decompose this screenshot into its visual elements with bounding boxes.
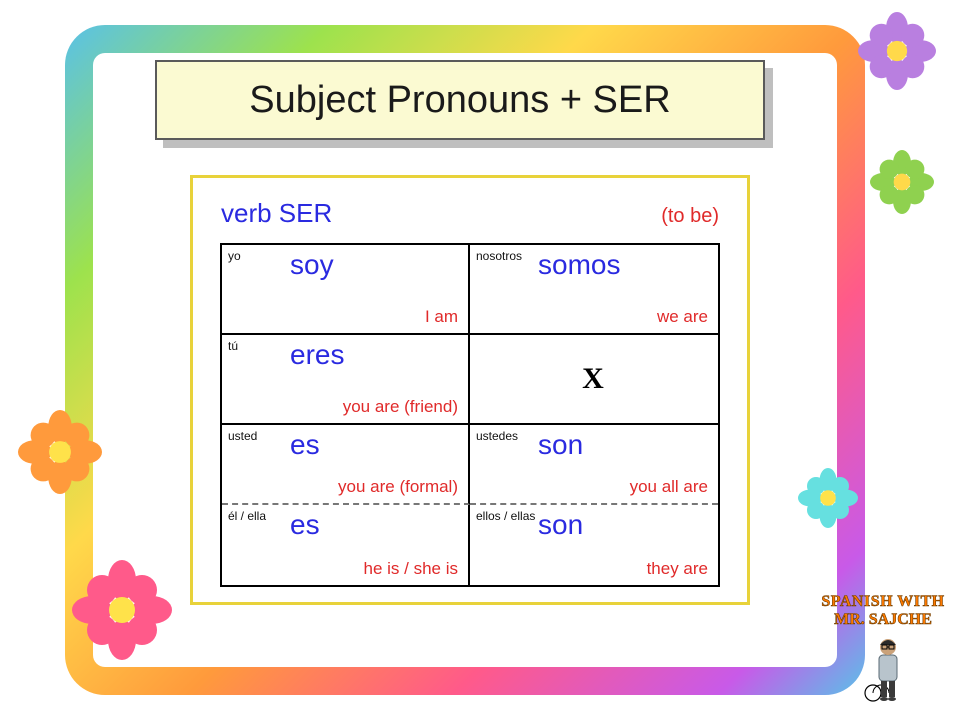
pronoun: él / ella xyxy=(228,509,266,523)
flower-icon xyxy=(798,468,858,528)
brand-line2: MR. SAJCHE xyxy=(818,611,948,629)
cell-nosotros: nosotros somos we are xyxy=(470,245,718,335)
page-title: Subject Pronouns + SER xyxy=(249,79,670,122)
verb-label: verb SER xyxy=(221,198,332,229)
conjugation: es xyxy=(230,429,458,461)
gloss: we are xyxy=(657,307,708,327)
verb-gloss: (to be) xyxy=(661,205,719,228)
pronoun: ellos / ellas xyxy=(476,509,535,523)
gloss: they are xyxy=(647,559,708,579)
title-box: Subject Pronouns + SER xyxy=(155,60,765,140)
flower-icon xyxy=(72,560,172,660)
conjugation: eres xyxy=(230,339,458,371)
cell-tu: tú eres you are (friend) xyxy=(222,335,470,425)
pronoun: ustedes xyxy=(476,429,518,443)
cell-usted: usted es you are (formal) xyxy=(222,425,470,505)
verb-card: verb SER (to be) yo soy I am nosotros so… xyxy=(190,175,750,605)
cell-ellos-ellas: ellos / ellas son they are xyxy=(470,505,718,585)
avatar-icon xyxy=(818,633,948,708)
pronoun: tú xyxy=(228,339,238,353)
pronoun: nosotros xyxy=(476,249,522,263)
cell-yo: yo soy I am xyxy=(222,245,470,335)
flower-icon xyxy=(870,150,934,214)
cell-ustedes: ustedes son you all are xyxy=(470,425,718,505)
pronoun: usted xyxy=(228,429,257,443)
brand-logo: SPANISH WITH MR. SAJCHE xyxy=(818,593,948,708)
gloss: I am xyxy=(425,307,458,327)
card-header: verb SER (to be) xyxy=(213,194,727,243)
gloss: you are (friend) xyxy=(343,397,458,417)
title-container: Subject Pronouns + SER xyxy=(155,60,765,140)
cell-el-ella: él / ella es he is / she is xyxy=(222,505,470,585)
flower-icon xyxy=(18,410,102,494)
gloss: you all are xyxy=(630,477,708,497)
gloss: you are (formal) xyxy=(338,477,458,497)
brand-line1: SPANISH WITH xyxy=(818,593,948,611)
pronoun: yo xyxy=(228,249,241,263)
cell-vosotros-x: X xyxy=(470,335,718,425)
gloss: he is / she is xyxy=(364,559,459,579)
x-mark-icon: X xyxy=(582,362,604,396)
conjugation: soy xyxy=(230,249,458,281)
flower-icon xyxy=(858,12,936,90)
conjugation-grid: yo soy I am nosotros somos we are tú ere… xyxy=(220,243,720,587)
